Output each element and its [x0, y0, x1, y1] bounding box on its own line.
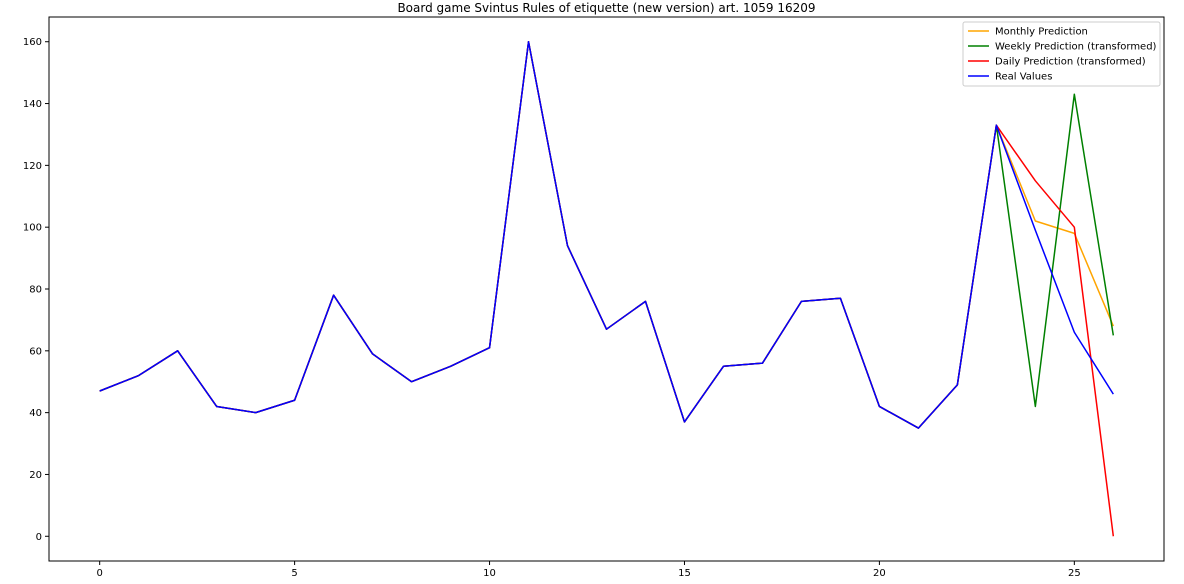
x-tick-label: 10: [483, 568, 496, 579]
series-layer: [99, 40, 1115, 537]
y-tick-label: 40: [29, 408, 42, 419]
legend-label: Weekly Prediction (transformed): [995, 42, 1157, 53]
y-axis: 0 20 40 60 80 100 120 140 160: [23, 37, 49, 543]
plot-frame: [48, 16, 1165, 562]
x-tick-label: 20: [873, 568, 886, 579]
legend-box: [962, 21, 1161, 87]
y-tick-label: 100: [23, 223, 42, 234]
legend: Monthly Prediction Weekly Prediction (tra…: [962, 21, 1161, 87]
x-tick-label: 25: [1068, 568, 1081, 579]
series-line-1: [99, 40, 1115, 429]
legend-label: Daily Prediction (transformed): [995, 57, 1146, 68]
x-tick-label: 0: [96, 568, 102, 579]
series-line-2: [99, 40, 1115, 429]
x-axis: 0 5 10 15 20 25: [96, 561, 1081, 579]
series-line-3: [99, 40, 1115, 537]
x-tick-label: 15: [678, 568, 691, 579]
series-line-4: [99, 40, 1114, 429]
y-tick-label: 20: [29, 470, 42, 481]
y-tick-label: 140: [23, 99, 42, 110]
y-tick-label: 0: [36, 532, 42, 543]
x-tick-label: 5: [291, 568, 297, 579]
y-tick-label: 160: [23, 37, 42, 48]
y-tick-label: 60: [29, 346, 42, 357]
legend-label: Monthly Prediction: [995, 27, 1088, 38]
chart-title: Board game Svintus Rules of etiquette (n…: [397, 1, 815, 15]
y-tick-label: 80: [29, 285, 42, 296]
legend-label: Real Values: [995, 72, 1052, 83]
y-tick-label: 120: [23, 161, 42, 172]
